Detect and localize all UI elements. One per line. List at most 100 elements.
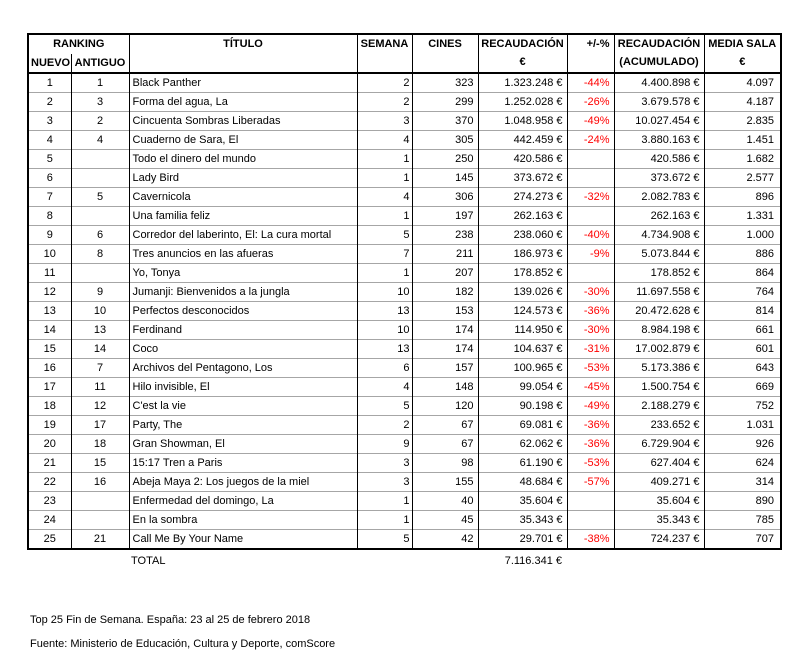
cell-media-sala: 864 (703, 263, 781, 283)
cell-media-sala: 785 (703, 510, 781, 530)
cell-recaudacion: 186.973 € (477, 244, 567, 264)
cell-rank-antiguo: 3 (70, 92, 129, 112)
cell-rank-antiguo: 4 (70, 130, 129, 150)
cell-pct-change: -31% (566, 339, 614, 359)
table-row: 15 14 Coco 13 174 104.637 € -31% 17.002.… (28, 339, 781, 359)
cell-rank-antiguo: 6 (70, 225, 129, 245)
cell-rank-nuevo: 7 (28, 187, 71, 207)
header-media-sala-line1: MEDIA SALA (708, 38, 777, 50)
report-title: Top 25 Fin de Semana. España: 23 al 25 d… (30, 614, 311, 626)
table-row: 22 16 Abeja Maya 2: Los juegos de la mie… (28, 472, 781, 492)
cell-rank-antiguo: 7 (70, 358, 129, 378)
table-row: 7 5 Cavernicola 4 306 274.273 € -32% 2.0… (28, 187, 781, 207)
cell-acumulado: 6.729.904 € (613, 434, 704, 454)
cell-rank-nuevo: 2 (28, 92, 71, 112)
table-row: 5 Todo el dinero del mundo 1 250 420.586… (28, 149, 781, 169)
table-row: 10 8 Tres anuncios en las afueras 7 211 … (28, 244, 781, 264)
cell-rank-nuevo: 3 (28, 111, 71, 131)
cell-titulo: Lady Bird (128, 168, 357, 188)
cell-pct-change: -30% (566, 282, 614, 302)
cell-semana: 1 (356, 491, 412, 511)
table-row: 25 21 Call Me By Your Name 5 42 29.701 €… (28, 529, 781, 549)
cell-titulo: Coco (128, 339, 357, 359)
cell-pct-change: -36% (566, 434, 614, 454)
cell-rank-nuevo: 11 (28, 263, 71, 283)
header-semana: SEMANA (356, 34, 412, 74)
cell-recaudacion: 274.273 € (477, 187, 567, 207)
cell-media-sala: 814 (703, 301, 781, 321)
cell-cines: 299 (411, 92, 478, 112)
cell-titulo: Black Panther (128, 73, 357, 93)
cell-semana: 4 (356, 377, 412, 397)
cell-acumulado: 17.002.879 € (613, 339, 704, 359)
cell-media-sala: 764 (703, 282, 781, 302)
cell-rank-antiguo (70, 510, 129, 530)
cell-titulo: Corredor del laberinto, El: La cura mort… (128, 225, 357, 245)
table-header: RANKING TÍTULO SEMANA CINES RECAUDACIÓN … (28, 34, 781, 74)
cell-acumulado: 262.163 € (613, 206, 704, 226)
cell-titulo: Forma del agua, La (128, 92, 357, 112)
cell-cines: 67 (411, 415, 478, 435)
cell-cines: 120 (411, 396, 478, 416)
cell-semana: 3 (356, 472, 412, 492)
table-row: 4 4 Cuaderno de Sara, El 4 305 442.459 €… (28, 130, 781, 150)
cell-recaudacion: 90.198 € (477, 396, 567, 416)
report-source: Fuente: Ministerio de Educación, Cultura… (30, 638, 336, 650)
cell-cines: 238 (411, 225, 478, 245)
cell-rank-nuevo: 22 (28, 472, 71, 492)
cell-media-sala: 2.577 (703, 168, 781, 188)
cell-media-sala: 886 (703, 244, 781, 264)
cell-media-sala: 1.451 (703, 130, 781, 150)
cell-semana: 1 (356, 168, 412, 188)
cell-semana: 7 (356, 244, 412, 264)
cell-recaudacion: 48.684 € (477, 472, 567, 492)
cell-semana: 2 (356, 92, 412, 112)
box-office-table: RANKING TÍTULO SEMANA CINES RECAUDACIÓN … (27, 33, 782, 550)
cell-titulo: Abeja Maya 2: Los juegos de la miel (128, 472, 357, 492)
cell-recaudacion: 35.604 € (477, 491, 567, 511)
cell-acumulado: 3.679.578 € (613, 92, 704, 112)
header-recaudacion-line1: RECAUDACIÓN (481, 38, 564, 50)
cell-rank-antiguo: 9 (70, 282, 129, 302)
table-row: 3 2 Cincuenta Sombras Liberadas 3 370 1.… (28, 111, 781, 131)
cell-media-sala: 661 (703, 320, 781, 340)
cell-cines: 211 (411, 244, 478, 264)
header-acumulado: RECAUDACIÓN (ACUMULADO) (613, 34, 704, 74)
header-media-sala: MEDIA SALA € (703, 34, 781, 74)
cell-titulo: Call Me By Your Name (128, 529, 357, 549)
cell-pct-change: -44% (566, 73, 614, 93)
cell-cines: 306 (411, 187, 478, 207)
cell-acumulado: 1.500.754 € (613, 377, 704, 397)
cell-cines: 145 (411, 168, 478, 188)
cell-rank-nuevo: 17 (28, 377, 71, 397)
cell-media-sala: 707 (703, 529, 781, 549)
cell-recaudacion: 104.637 € (477, 339, 567, 359)
cell-acumulado: 35.604 € (613, 491, 704, 511)
cell-acumulado: 373.672 € (613, 168, 704, 188)
cell-rank-nuevo: 13 (28, 301, 71, 321)
cell-rank-antiguo (70, 263, 129, 283)
cell-rank-nuevo: 4 (28, 130, 71, 150)
table-row: 18 12 C'est la vie 5 120 90.198 € -49% 2… (28, 396, 781, 416)
cell-titulo: Todo el dinero del mundo (128, 149, 357, 169)
table-body: 1 1 Black Panther 2 323 1.323.248 € -44%… (28, 73, 781, 549)
cell-rank-antiguo: 1 (70, 73, 129, 93)
cell-recaudacion: 124.573 € (477, 301, 567, 321)
cell-semana: 1 (356, 206, 412, 226)
cell-semana: 10 (356, 282, 412, 302)
header-pct: +/-% (566, 34, 614, 74)
table-row: 14 13 Ferdinand 10 174 114.950 € -30% 8.… (28, 320, 781, 340)
cell-rank-antiguo: 8 (70, 244, 129, 264)
cell-rank-nuevo: 16 (28, 358, 71, 378)
cell-titulo: Cincuenta Sombras Liberadas (128, 111, 357, 131)
cell-rank-antiguo: 11 (70, 377, 129, 397)
cell-cines: 98 (411, 453, 478, 473)
cell-semana: 1 (356, 149, 412, 169)
cell-recaudacion: 114.950 € (477, 320, 567, 340)
report-footer: Top 25 Fin de Semana. España: 23 al 25 d… (27, 608, 800, 656)
cell-titulo: Una familia feliz (128, 206, 357, 226)
cell-rank-antiguo (70, 206, 129, 226)
cell-rank-nuevo: 24 (28, 510, 71, 530)
cell-semana: 9 (356, 434, 412, 454)
